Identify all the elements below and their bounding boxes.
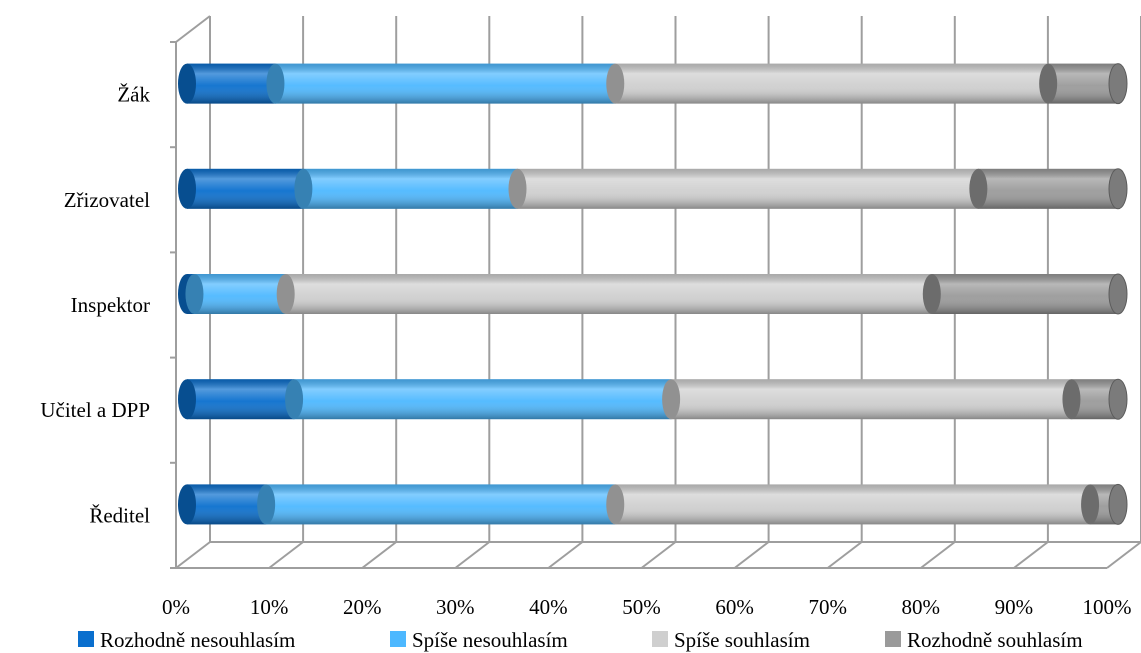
x-tick-label: 60% (715, 595, 754, 619)
category-label: Žák (117, 83, 150, 107)
legend-swatch (390, 631, 406, 647)
floor-gridline (827, 541, 863, 569)
chart-legend: Rozhodně nesouhlasím Spíše nesouhlasím Spí… (78, 628, 1083, 652)
x-tick-label: 50% (622, 595, 661, 619)
bar-segment (285, 379, 672, 420)
x-tick-label: 10% (250, 595, 289, 619)
legend-label: Rozhodně souhlasím (907, 628, 1083, 652)
bar-segment (662, 379, 1072, 420)
bar-end-cap (1108, 378, 1128, 420)
floor-gridline (268, 541, 304, 569)
floor-gridline (361, 541, 397, 569)
bar-segment (185, 274, 286, 314)
floor-gridline (640, 541, 677, 569)
category-label: Ředitel (89, 503, 150, 527)
bar-segment (508, 168, 979, 209)
legend-item: Rozhodně nesouhlasím (78, 628, 295, 652)
bar-segment (276, 274, 932, 314)
bar-segment (1039, 63, 1118, 104)
legend-swatch (652, 631, 668, 647)
bar-end-cap (1108, 63, 1128, 105)
x-tick-labels: 0% 10% 20% 30% 40% 50% 60% 70% 80% 90% 100% (162, 595, 1132, 619)
floor-gridline (1106, 541, 1141, 569)
floor-gridline (547, 541, 584, 569)
x-tick-label: 90% (995, 595, 1034, 619)
floor-gridline (175, 541, 211, 569)
side-wall-top (175, 15, 211, 43)
bar-segment (1062, 379, 1118, 420)
x-tick-label: 80% (902, 595, 941, 619)
bar-segment (266, 63, 616, 104)
legend-item: Rozhodně souhlasím (885, 628, 1083, 652)
bar-segment (606, 484, 1091, 525)
bar-segment (257, 484, 616, 525)
floor-gridline (920, 541, 956, 569)
legend-label: Rozhodně nesouhlasím (100, 628, 295, 652)
x-tick-label: 100% (1083, 595, 1132, 619)
floor-gridline (1013, 541, 1049, 569)
floor-gridline (454, 541, 490, 569)
floor-gridline (733, 541, 770, 569)
bar-end-cap (1108, 483, 1128, 525)
bar-segment (178, 63, 276, 104)
bar-segment (606, 63, 1049, 104)
category-label: Učitel a DPP (40, 398, 150, 422)
legend-item: Spíše nesouhlasím (390, 628, 568, 652)
x-tick-label: 0% (162, 595, 190, 619)
bar-end-cap (1108, 273, 1128, 315)
category-labels: Ředitel Učitel a DPP Inspektor Zřizovatel Žá… (40, 83, 150, 528)
bar-segment (178, 168, 304, 209)
legend-swatch (78, 631, 94, 647)
legend-item: Spíše souhlasím (652, 628, 810, 652)
bar-segment (178, 484, 267, 525)
bar-end-cap (1108, 168, 1128, 210)
bar-segment (922, 274, 1118, 314)
x-tick-label: 70% (808, 595, 847, 619)
legend-label: Spíše souhlasím (674, 628, 810, 652)
x-tick-label: 20% (343, 595, 382, 619)
x-tick-label: 40% (529, 595, 568, 619)
bar-segment (969, 168, 1118, 209)
bar-segment (178, 379, 295, 420)
chart-bars (178, 63, 1128, 525)
category-label: Zřizovatel (64, 188, 150, 212)
category-label: Inspektor (71, 293, 150, 317)
legend-label: Spíše nesouhlasím (412, 628, 568, 652)
legend-swatch (885, 631, 901, 647)
bar-segment (294, 168, 518, 209)
x-tick-label: 30% (436, 595, 475, 619)
